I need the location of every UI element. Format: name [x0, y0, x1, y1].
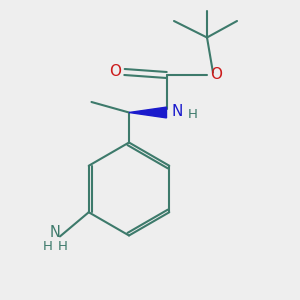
Text: O: O [110, 64, 122, 79]
Text: H: H [43, 239, 53, 253]
Text: H: H [58, 239, 68, 253]
Text: O: O [210, 67, 222, 82]
Polygon shape [129, 107, 166, 118]
Text: N: N [171, 104, 183, 119]
Text: H: H [188, 107, 198, 121]
Text: N: N [50, 225, 61, 240]
